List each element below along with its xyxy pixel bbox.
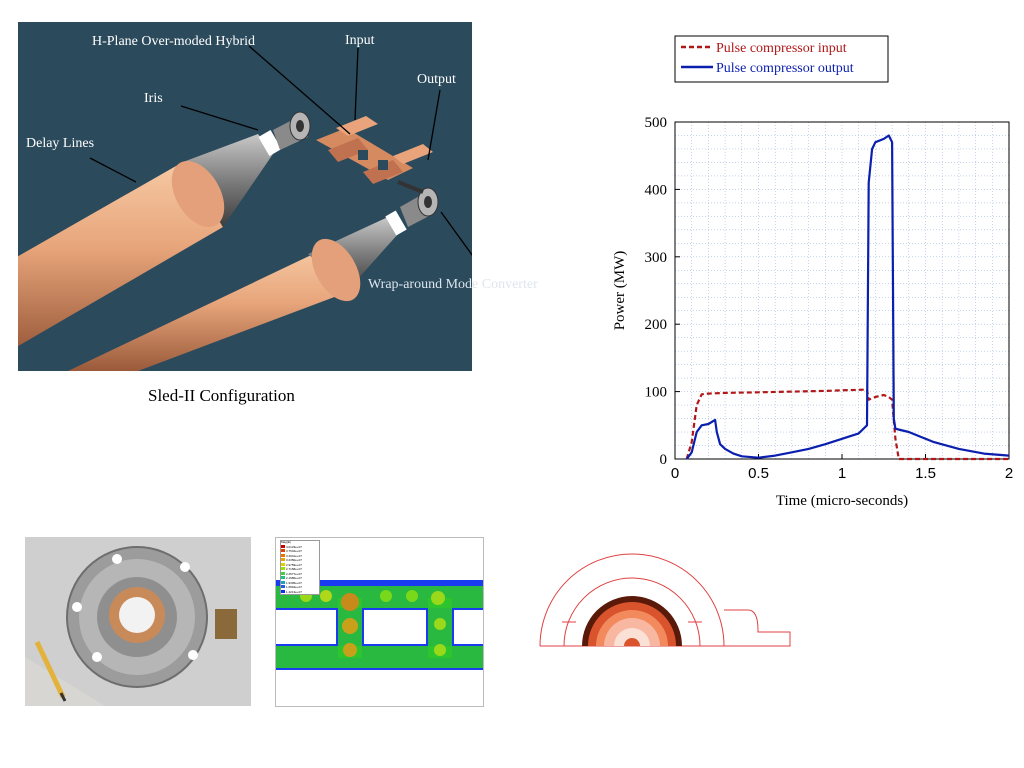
legend-label-output: Pulse compressor output bbox=[716, 61, 854, 76]
field-legend-swatch bbox=[281, 580, 285, 584]
field-legend: Mag(E) 4.0123e+07 3.7532e+07 3.4941e+07 3.2… bbox=[280, 540, 320, 595]
field-legend-row: 3.7532e+07 bbox=[281, 549, 319, 554]
render-drawing bbox=[18, 45, 472, 371]
field-legend-swatch bbox=[281, 571, 285, 575]
field-legend-value: 1.9395e+07 bbox=[286, 580, 302, 585]
field-legend-row: 2.9759e+07 bbox=[281, 562, 319, 568]
chart-svg: 0 0.5 1 1.5 2 0 100 200 300 400 500 Time (micro-sec… bbox=[612, 35, 1013, 509]
label-input: Input bbox=[345, 33, 375, 48]
label-mode-converter: Wrap-around Mode Converter bbox=[368, 277, 538, 292]
x-tick-label: 1 bbox=[838, 465, 846, 482]
field-legend-value: 3.4941e+07 bbox=[286, 553, 302, 558]
field-rings bbox=[582, 596, 682, 646]
x-tick-label: 2 bbox=[1005, 465, 1013, 482]
field-legend-swatch bbox=[281, 553, 285, 557]
field-legend-swatch bbox=[281, 549, 285, 552]
field-legend-swatch bbox=[281, 576, 285, 579]
field-legend-row: 4.0123e+07 bbox=[281, 544, 319, 550]
field-legend-rows: 4.0123e+07 3.7532e+07 3.4941e+07 3.2350e+07… bbox=[281, 544, 319, 595]
power-chart: 0 0.5 1 1.5 2 0 100 200 300 400 500 Time (micro-sec… bbox=[600, 30, 1024, 520]
field-legend-swatch bbox=[281, 558, 285, 561]
upper-delay-line bbox=[18, 111, 311, 347]
field-legend-swatch bbox=[281, 567, 285, 570]
field-legend-row: 2.7168e+07 bbox=[281, 567, 319, 572]
x-tick-label: 1.5 bbox=[915, 465, 936, 482]
field-legend-swatch bbox=[281, 585, 285, 588]
y-axis-label: Power (MW) bbox=[612, 251, 628, 331]
field-legend-swatch bbox=[281, 589, 285, 593]
field-legend-value: 4.0123e+07 bbox=[286, 544, 302, 549]
legend-label-input: Pulse compressor input bbox=[716, 41, 847, 56]
figure-caption: Sled-II Configuration bbox=[148, 386, 295, 405]
y-tick-label: 500 bbox=[645, 115, 668, 131]
y-tick-label: 100 bbox=[645, 385, 668, 401]
x-axis-label: Time (micro-seconds) bbox=[776, 493, 908, 509]
flange-photo bbox=[25, 537, 251, 706]
field-drawing bbox=[276, 580, 483, 670]
field-legend-value: 1.4213e+07 bbox=[286, 589, 302, 594]
label-delay-lines: Delay Lines bbox=[26, 136, 95, 151]
hybrid-waveguide bbox=[316, 116, 433, 194]
field-legend-row: 1.6804e+07 bbox=[281, 585, 319, 590]
field-legend-row: 3.4941e+07 bbox=[281, 553, 319, 559]
photo-drawing bbox=[25, 537, 251, 706]
field-legend-row: 3.2350e+07 bbox=[281, 558, 319, 563]
y-tick-label: 0 bbox=[660, 452, 668, 468]
x-tick-label: 0.5 bbox=[748, 465, 769, 482]
field-legend-swatch bbox=[281, 562, 285, 566]
y-tick-label: 300 bbox=[645, 250, 668, 266]
label-hybrid: H-Plane Over-moded Hybrid bbox=[92, 34, 256, 49]
series-line-output bbox=[685, 134, 1010, 460]
field-legend-value: 3.7532e+07 bbox=[286, 549, 302, 553]
field-simulation: Mag(E) 4.0123e+07 3.7532e+07 3.4941e+07 3.2… bbox=[275, 537, 484, 707]
field-legend-value: 2.7168e+07 bbox=[286, 567, 302, 571]
field-legend-value: 3.2350e+07 bbox=[286, 558, 302, 562]
field-legend-title: Mag(E) bbox=[281, 540, 291, 544]
field-legend-row: 2.1986e+07 bbox=[281, 576, 319, 581]
field-legend-swatch bbox=[281, 544, 285, 548]
mode-converter-cross-section bbox=[536, 550, 796, 650]
field-legend-value: 2.1986e+07 bbox=[286, 576, 302, 580]
label-iris: Iris bbox=[144, 91, 163, 106]
y-tick-label: 400 bbox=[645, 182, 668, 198]
field-legend-row: 1.9395e+07 bbox=[281, 580, 319, 586]
y-tick-label: 200 bbox=[645, 317, 668, 333]
callout-arrows bbox=[89, 45, 472, 256]
label-output: Output bbox=[417, 72, 456, 87]
x-tick-label: 0 bbox=[671, 465, 679, 482]
field-legend-value: 2.4577e+07 bbox=[286, 571, 302, 576]
sled-ii-3d-render: H-Plane Over-moded Hybrid Input Output I… bbox=[18, 22, 472, 371]
legend-box bbox=[674, 35, 889, 83]
field-legend-value: 1.6804e+07 bbox=[286, 585, 302, 589]
field-legend-row: 1.4213e+07 bbox=[281, 589, 319, 595]
field-legend-value: 2.9759e+07 bbox=[286, 562, 302, 567]
cross-section-drawing bbox=[539, 553, 791, 647]
field-legend-row: 2.4577e+07 bbox=[281, 571, 319, 577]
lower-delay-line bbox=[68, 187, 439, 371]
